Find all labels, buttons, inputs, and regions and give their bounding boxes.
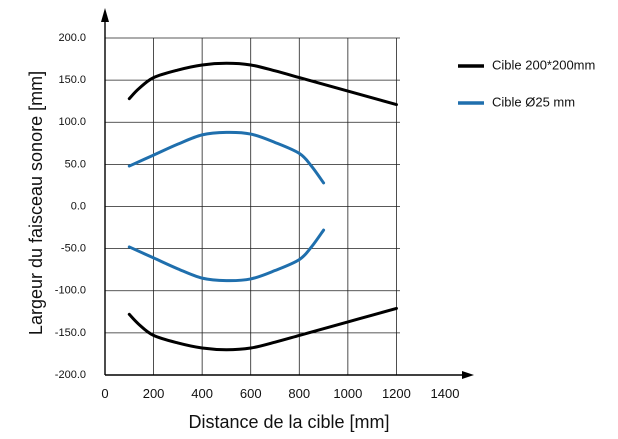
y-tick-label: 100.0 bbox=[58, 116, 86, 128]
y-axis-title: Largeur du faisceau sonore [mm] bbox=[26, 71, 46, 335]
axes bbox=[101, 8, 474, 379]
series-line-1-lower bbox=[127, 228, 326, 283]
x-tick-label: 400 bbox=[191, 386, 213, 401]
x-axis-arrow bbox=[462, 371, 474, 379]
x-tick-label: 0 bbox=[101, 386, 108, 401]
x-tick-label: 1200 bbox=[382, 386, 411, 401]
x-tick-label: 1400 bbox=[431, 386, 460, 401]
y-tick-label: -100.0 bbox=[55, 285, 86, 297]
y-tick-label: -50.0 bbox=[61, 243, 86, 255]
x-tick-label: 800 bbox=[288, 386, 310, 401]
series-line-0-upper bbox=[127, 61, 398, 107]
grid bbox=[105, 37, 400, 375]
series-layer bbox=[127, 61, 398, 352]
y-tick-label: 50.0 bbox=[65, 158, 86, 170]
series-line-0-lower bbox=[127, 306, 398, 352]
y-tick-label: 200.0 bbox=[58, 32, 86, 44]
y-axis-arrow bbox=[101, 8, 109, 22]
x-tick-label: 1000 bbox=[333, 386, 362, 401]
x-tick-label: 200 bbox=[143, 386, 165, 401]
y-tick-labels: 200.0 150.0 100.0 50.0 0.0 -50.0 -100.0 -150.0 -… bbox=[55, 32, 86, 381]
x-axis-title: Distance de la cible [mm] bbox=[188, 412, 389, 432]
legend-label-1: Cible Ø25 mm bbox=[492, 94, 575, 109]
y-tick-label: 0.0 bbox=[71, 200, 86, 212]
x-tick-labels: 0 200 400 600 800 1000 1200 1400 bbox=[101, 386, 459, 401]
y-tick-label: -150.0 bbox=[55, 327, 86, 339]
legend: Cible 200*200mm Cible Ø25 mm bbox=[458, 57, 595, 109]
series-line-1-upper bbox=[127, 130, 326, 185]
y-tick-label: -200.0 bbox=[55, 369, 86, 381]
legend-label-0: Cible 200*200mm bbox=[492, 57, 595, 72]
y-tick-label: 150.0 bbox=[58, 74, 86, 86]
x-tick-label: 600 bbox=[240, 386, 262, 401]
